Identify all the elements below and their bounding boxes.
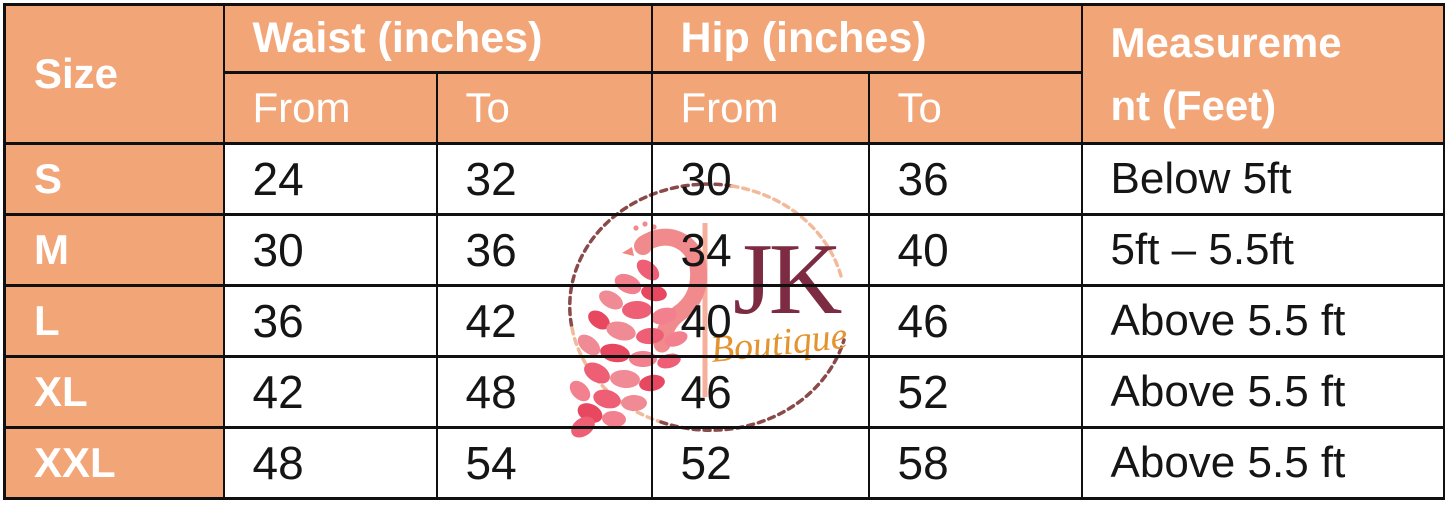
size-label: XL: [3, 355, 225, 429]
hip-from-value: 40: [650, 284, 870, 358]
header-measurement: Measurement (Feet): [1080, 3, 1445, 145]
waist-from-value: 30: [222, 213, 438, 287]
hip-from-value: 46: [650, 355, 870, 429]
hip-to-value: 58: [867, 426, 1083, 500]
table-row-xl: XL 42 48 46 52 Above 5.5 ft: [3, 355, 1445, 429]
measurement-value: Above 5.5 ft: [1080, 355, 1445, 429]
measurement-value: Above 5.5 ft: [1080, 284, 1445, 358]
header-measurement-label: Measurement (Feet): [1110, 19, 1342, 129]
size-chart-table: Size Waist (inches) Hip (inches) Measure…: [3, 3, 1445, 500]
hip-from-value: 30: [650, 142, 870, 216]
size-label: S: [3, 142, 225, 216]
size-label: L: [3, 284, 225, 358]
hip-to-value: 46: [867, 284, 1083, 358]
table-row-xxl: XXL 48 54 52 58 Above 5.5 ft: [3, 426, 1445, 500]
waist-from-value: 48: [222, 426, 438, 500]
table-row-l: L 36 42 40 46 Above 5.5 ft: [3, 284, 1445, 358]
hip-to-value: 52: [867, 355, 1083, 429]
table-row-m: M 30 36 34 40 5ft – 5.5ft: [3, 213, 1445, 287]
hip-from-value: 34: [650, 213, 870, 287]
hip-to-value: 40: [867, 213, 1083, 287]
header-waist: Waist (inches): [222, 3, 653, 74]
measurement-value: Below 5ft: [1080, 142, 1445, 216]
header-waist-from: From: [222, 71, 438, 145]
size-label: M: [3, 213, 225, 287]
waist-from-value: 24: [222, 142, 438, 216]
measurement-value: 5ft – 5.5ft: [1080, 213, 1445, 287]
waist-from-value: 36: [222, 284, 438, 358]
measurement-value: Above 5.5 ft: [1080, 426, 1445, 500]
header-size: Size: [3, 3, 225, 145]
hip-from-value: 52: [650, 426, 870, 500]
waist-to-value: 48: [435, 355, 653, 429]
waist-to-value: 54: [435, 426, 653, 500]
waist-to-value: 32: [435, 142, 653, 216]
waist-to-value: 36: [435, 213, 653, 287]
header-hip-from: From: [650, 71, 870, 145]
size-label: XXL: [3, 426, 225, 500]
header-hip-to: To: [867, 71, 1083, 145]
header-hip: Hip (inches): [650, 3, 1083, 74]
table-row-s: S 24 32 30 36 Below 5ft: [3, 142, 1445, 216]
waist-to-value: 42: [435, 284, 653, 358]
hip-to-value: 36: [867, 142, 1083, 216]
waist-from-value: 42: [222, 355, 438, 429]
header-waist-to: To: [435, 71, 653, 145]
